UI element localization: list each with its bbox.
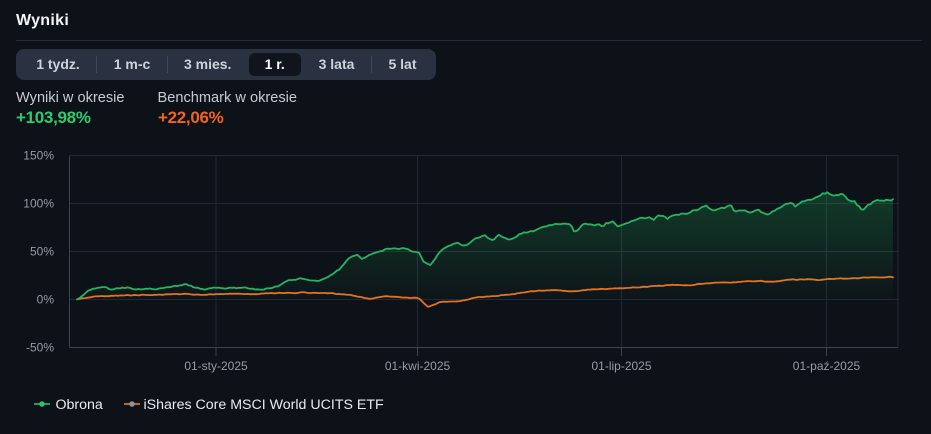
- svg-text:01-kwi-2025: 01-kwi-2025: [385, 359, 451, 373]
- svg-text:-50%: -50%: [26, 341, 54, 355]
- svg-text:01-paź-2025: 01-paź-2025: [793, 359, 861, 373]
- svg-text:01-lip-2025: 01-lip-2025: [591, 359, 651, 373]
- svg-text:150%: 150%: [23, 149, 54, 163]
- svg-text:0%: 0%: [37, 293, 55, 307]
- svg-text:100%: 100%: [23, 197, 54, 211]
- svg-text:01-sty-2025: 01-sty-2025: [184, 359, 248, 373]
- svg-text:50%: 50%: [30, 245, 54, 259]
